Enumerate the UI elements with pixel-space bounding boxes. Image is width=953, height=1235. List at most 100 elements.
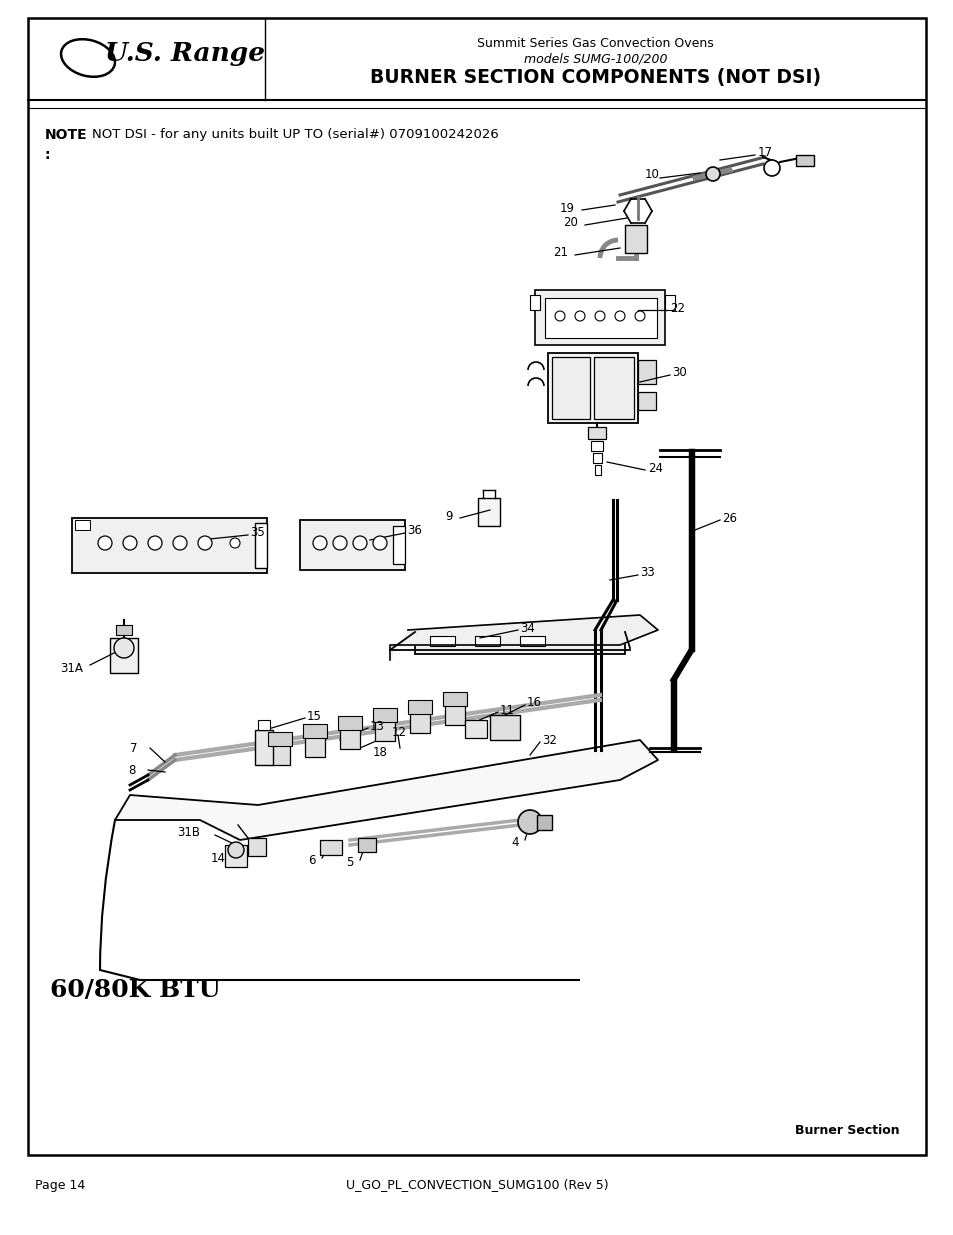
Bar xyxy=(444,705,464,725)
Bar xyxy=(299,520,405,571)
Text: NOT DSI - for any units built UP TO (serial#) 0709100242026: NOT DSI - for any units built UP TO (ser… xyxy=(91,128,498,141)
Bar xyxy=(270,745,290,764)
Text: 9: 9 xyxy=(445,510,453,522)
Text: 34: 34 xyxy=(519,621,535,635)
Circle shape xyxy=(113,638,133,658)
Text: 31B: 31B xyxy=(177,826,200,840)
Circle shape xyxy=(228,842,244,858)
Text: 31A: 31A xyxy=(60,662,83,674)
Circle shape xyxy=(172,536,187,550)
Text: 21: 21 xyxy=(553,247,567,259)
Text: 5: 5 xyxy=(346,857,354,869)
Text: 13: 13 xyxy=(370,720,384,732)
Bar xyxy=(430,636,455,646)
Bar xyxy=(475,636,499,646)
Text: models SUMG-100/200: models SUMG-100/200 xyxy=(523,53,666,65)
Bar xyxy=(638,391,656,410)
Circle shape xyxy=(123,536,137,550)
Bar xyxy=(303,724,327,739)
Bar xyxy=(544,298,657,338)
Text: U_GO_PL_CONVECTION_SUMG100 (Rev 5): U_GO_PL_CONVECTION_SUMG100 (Rev 5) xyxy=(345,1178,608,1192)
Bar xyxy=(373,708,396,722)
Text: 7: 7 xyxy=(131,741,138,755)
Text: Burner Section: Burner Section xyxy=(795,1124,899,1136)
Text: :: : xyxy=(45,148,51,162)
Bar xyxy=(410,713,430,734)
Circle shape xyxy=(705,167,720,182)
Text: 10: 10 xyxy=(644,168,659,182)
Text: 24: 24 xyxy=(647,462,662,474)
Text: 6: 6 xyxy=(308,855,315,867)
Bar xyxy=(375,721,395,741)
Text: 30: 30 xyxy=(671,367,686,379)
Bar xyxy=(393,526,405,564)
Bar xyxy=(490,715,519,740)
Bar xyxy=(415,632,624,655)
Bar xyxy=(595,466,600,475)
Polygon shape xyxy=(115,740,658,840)
Circle shape xyxy=(555,311,564,321)
Bar xyxy=(305,737,325,757)
Bar xyxy=(552,357,589,419)
Text: 26: 26 xyxy=(721,511,737,525)
Bar xyxy=(477,498,499,526)
Text: Summit Series Gas Convection Ovens: Summit Series Gas Convection Ovens xyxy=(476,37,713,49)
Bar xyxy=(464,720,486,739)
Text: 4: 4 xyxy=(511,836,518,850)
Polygon shape xyxy=(390,615,658,659)
Text: 17: 17 xyxy=(758,146,772,158)
Circle shape xyxy=(313,536,327,550)
Circle shape xyxy=(373,536,387,550)
Text: 36: 36 xyxy=(407,525,421,537)
Bar xyxy=(594,357,634,419)
Text: 22: 22 xyxy=(669,301,684,315)
Bar xyxy=(268,732,292,746)
Text: 33: 33 xyxy=(639,567,654,579)
Bar xyxy=(71,517,267,573)
Bar xyxy=(337,716,361,730)
Circle shape xyxy=(763,161,780,177)
Bar xyxy=(664,295,675,310)
Text: 16: 16 xyxy=(526,697,541,709)
Bar xyxy=(535,290,664,345)
Text: Page 14: Page 14 xyxy=(35,1178,85,1192)
Bar xyxy=(624,225,646,253)
Circle shape xyxy=(595,311,604,321)
Circle shape xyxy=(635,311,644,321)
Bar xyxy=(110,638,138,673)
Circle shape xyxy=(333,536,347,550)
Circle shape xyxy=(98,536,112,550)
Text: 32: 32 xyxy=(541,734,557,746)
Bar xyxy=(257,720,270,730)
Circle shape xyxy=(575,311,584,321)
Circle shape xyxy=(517,810,541,834)
Text: 12: 12 xyxy=(392,726,407,740)
Text: 20: 20 xyxy=(562,216,578,230)
Bar xyxy=(248,839,266,856)
Text: 35: 35 xyxy=(250,526,265,540)
Bar xyxy=(319,840,341,855)
Circle shape xyxy=(230,538,240,548)
Bar xyxy=(442,692,467,706)
Text: NOTE: NOTE xyxy=(45,128,88,142)
Bar xyxy=(75,520,90,530)
Bar xyxy=(593,453,601,463)
Text: BURNER SECTION COMPONENTS (NOT DSI): BURNER SECTION COMPONENTS (NOT DSI) xyxy=(370,68,821,86)
Text: 11: 11 xyxy=(499,704,515,716)
Bar xyxy=(357,839,375,852)
Circle shape xyxy=(353,536,367,550)
Bar xyxy=(116,625,132,635)
Text: 18: 18 xyxy=(373,746,388,758)
Circle shape xyxy=(198,536,212,550)
Bar xyxy=(638,359,656,384)
Text: 15: 15 xyxy=(307,709,321,722)
Bar xyxy=(547,353,638,424)
Bar xyxy=(587,427,605,438)
Bar xyxy=(519,636,544,646)
Text: 14: 14 xyxy=(211,851,226,864)
Text: U.S. Range: U.S. Range xyxy=(105,41,265,65)
Bar xyxy=(795,156,813,165)
Bar xyxy=(254,730,273,764)
Bar xyxy=(537,815,552,830)
Text: 60/80K BTU: 60/80K BTU xyxy=(50,978,220,1002)
